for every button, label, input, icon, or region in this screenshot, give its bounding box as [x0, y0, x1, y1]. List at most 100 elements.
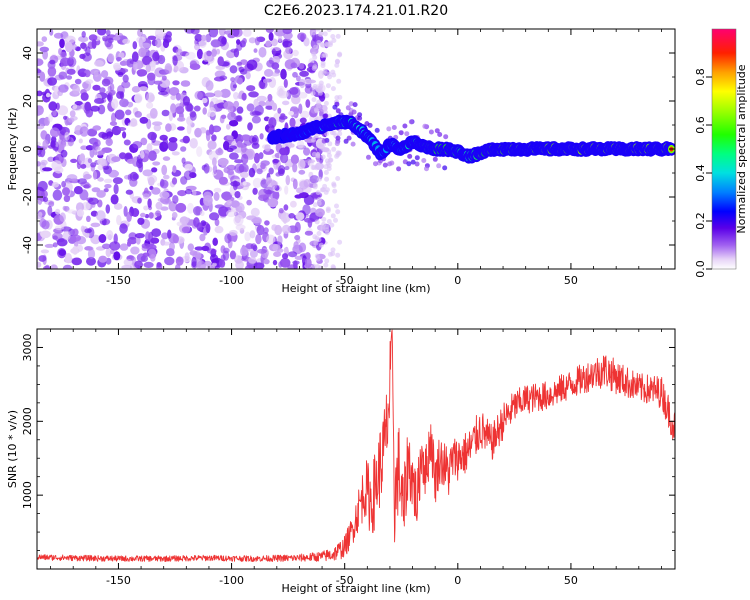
noise-blob: [132, 173, 140, 180]
noise-blob: [201, 97, 208, 104]
noise-blob: [66, 75, 73, 80]
noise-blob: [112, 36, 121, 41]
noise-blob: [84, 228, 92, 234]
heatmap-y-ticks: -40 -20 0 20 40: [21, 28, 675, 270]
noise-blob: [72, 246, 79, 255]
noise-blob: [200, 210, 205, 217]
noise-blob: [61, 180, 66, 188]
noise-blob: [335, 252, 341, 258]
noise-blob: [324, 258, 330, 264]
noise-blob: [78, 138, 83, 144]
noise-blob: [256, 168, 263, 175]
noise-blob: [169, 242, 175, 251]
noise-blob: [69, 110, 76, 118]
noise-blob: [140, 137, 148, 146]
noise-blob: [268, 117, 277, 129]
noise-blob: [97, 150, 105, 155]
noise-blob: [249, 110, 261, 117]
noise-blob: [230, 77, 236, 82]
noise-blob: [52, 242, 58, 248]
noise-blob: [282, 253, 289, 260]
noise-blob: [234, 215, 241, 224]
y-tick-label: 3000: [21, 333, 34, 361]
signal-scatter: [398, 130, 404, 136]
noise-blob: [331, 146, 337, 152]
noise-blob: [90, 162, 97, 168]
noise-blob: [215, 127, 220, 132]
noise-blob: [55, 208, 61, 215]
noise-blob: [60, 149, 68, 158]
noise-blob: [326, 113, 332, 119]
noise-blob: [297, 159, 306, 170]
noise-blob: [105, 128, 113, 139]
noise-blob: [103, 188, 109, 193]
signal-scatter: [434, 128, 440, 134]
noise-blob: [246, 103, 255, 112]
noise-blob: [171, 211, 178, 219]
noise-blob: [196, 146, 203, 158]
noise-blob: [212, 164, 218, 175]
noise-blob: [325, 42, 331, 48]
signal-scatter: [374, 127, 380, 133]
noise-blob: [85, 79, 94, 85]
x-tick-label: -50: [336, 274, 354, 287]
noise-blob: [96, 190, 106, 198]
noise-blob: [161, 75, 167, 81]
noise-blob: [122, 131, 127, 139]
noise-blob: [298, 169, 306, 175]
noise-blob: [310, 90, 316, 96]
noise-blob: [316, 103, 321, 109]
noise-blob: [213, 90, 223, 98]
noise-blob: [147, 198, 152, 208]
noise-blob: [250, 207, 260, 217]
noise-blob: [105, 138, 113, 147]
signal-scatter: [343, 138, 349, 144]
noise-blob: [99, 87, 106, 94]
noise-blob: [205, 33, 212, 43]
noise-blob: [119, 152, 127, 160]
noise-blob: [128, 232, 137, 240]
noise-blob: [85, 145, 94, 151]
noise-blob: [136, 69, 148, 77]
noise-blob: [317, 85, 323, 91]
noise-blob: [105, 204, 111, 214]
noise-blob: [242, 181, 247, 186]
noise-blob: [263, 227, 269, 234]
noise-blob: [78, 154, 85, 165]
noise-blob: [314, 165, 320, 171]
noise-blob: [304, 257, 312, 269]
noise-blob: [244, 231, 251, 242]
noise-blob: [235, 202, 245, 213]
noise-blob: [103, 178, 113, 184]
noise-blob: [37, 41, 44, 47]
noise-blob: [290, 154, 299, 165]
noise-blob: [76, 244, 84, 252]
noise-blob: [229, 119, 239, 127]
signal-scatter: [352, 102, 358, 108]
noise-blob: [283, 78, 288, 88]
noise-blob: [248, 37, 256, 44]
noise-blob: [279, 147, 288, 156]
noise-blob: [87, 248, 96, 260]
signal-scatter: [422, 123, 428, 129]
noise-blob: [155, 201, 163, 210]
noise-blob: [146, 102, 154, 109]
noise-blob: [71, 257, 83, 266]
noise-blob: [196, 222, 203, 231]
noise-blob: [322, 68, 328, 74]
noise-blob: [168, 110, 174, 122]
noise-blob: [315, 29, 321, 32]
noise-blob: [40, 130, 48, 140]
noise-blob: [64, 253, 72, 264]
snr-line-marks: [37, 329, 675, 563]
noise-blob: [58, 71, 68, 80]
signal-scatter: [443, 134, 449, 140]
noise-blob: [312, 202, 318, 208]
snr-y-label: SNR (10 * v/v): [6, 410, 19, 488]
noise-blob: [177, 126, 185, 131]
noise-blob: [205, 80, 214, 91]
noise-blob: [251, 137, 258, 143]
noise-blob: [331, 183, 337, 188]
noise-blob: [279, 258, 291, 268]
